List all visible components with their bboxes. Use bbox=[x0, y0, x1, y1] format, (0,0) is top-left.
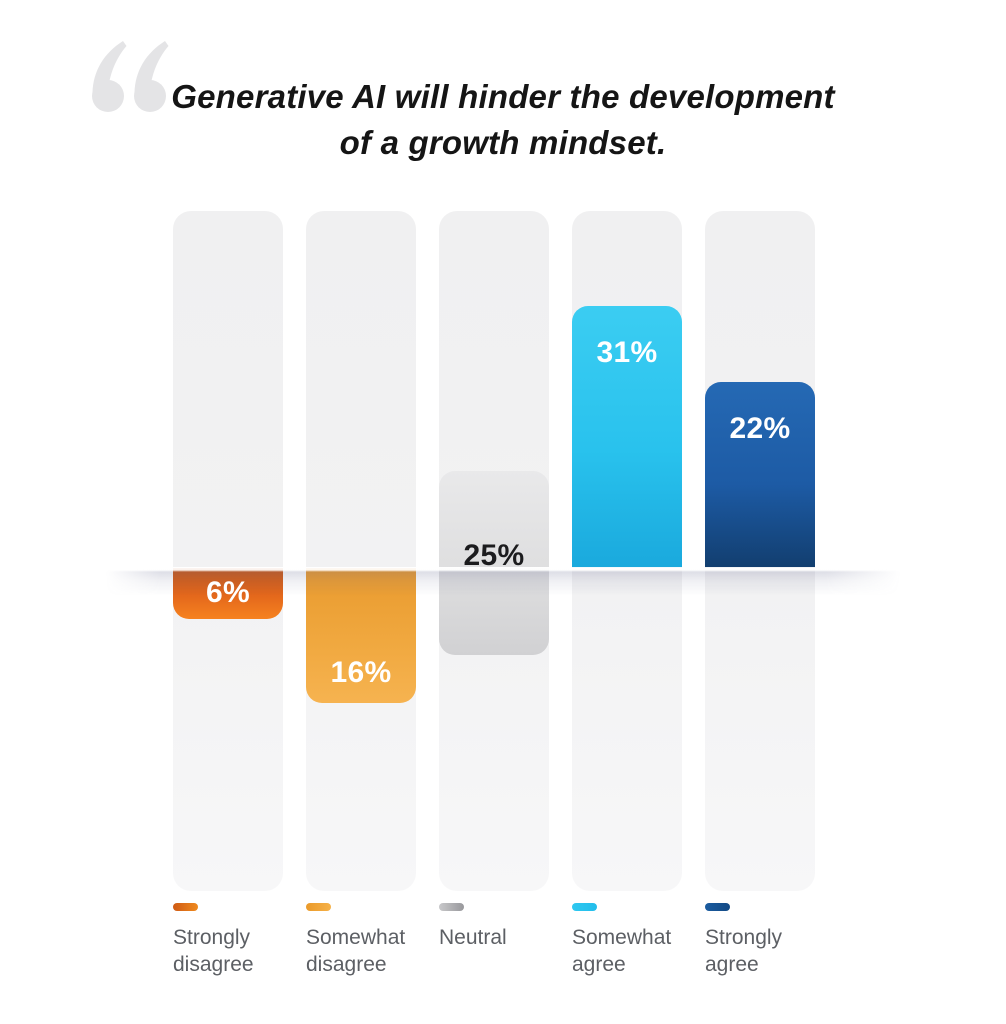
value-label-somewhat-disagree: 16% bbox=[330, 656, 392, 690]
quote-icon bbox=[92, 41, 169, 112]
bar-somewhat-agree bbox=[572, 306, 682, 568]
legend-item-neutral: Neutral bbox=[439, 903, 571, 951]
legend-label-line: Neutral bbox=[439, 926, 507, 949]
legend-label-line: disagree bbox=[173, 953, 254, 976]
bar-strongly-agree bbox=[705, 382, 815, 568]
legend-swatch-strongly-disagree bbox=[173, 903, 198, 911]
legend-swatch-strongly-agree bbox=[705, 903, 730, 911]
bar-neutral bbox=[439, 470, 549, 656]
chart-title-line2: of a growth mindset. bbox=[339, 124, 667, 161]
column-track-strongly-disagree bbox=[173, 211, 283, 891]
legend-item-strongly-agree: Strongly agree bbox=[705, 903, 837, 978]
legend-swatch-neutral bbox=[439, 903, 464, 911]
legend-label: Neutral bbox=[439, 924, 571, 951]
legend-label-line: Somewhat bbox=[572, 926, 672, 949]
legend-item-somewhat-disagree: Somewhat disagree bbox=[306, 903, 438, 978]
legend-label: Somewhat disagree bbox=[306, 924, 438, 978]
chart-title: Generative AI will hinder the developmen… bbox=[0, 74, 1006, 166]
legend-label-line: Strongly bbox=[705, 926, 783, 949]
legend-label: Somewhat agree bbox=[572, 924, 704, 978]
value-label-strongly-agree: 22% bbox=[729, 412, 791, 446]
legend-label: Strongly agree bbox=[705, 924, 837, 978]
value-label-somewhat-agree: 31% bbox=[596, 336, 658, 370]
legend-label-line: Strongly bbox=[173, 926, 251, 949]
legend-label-line: agree bbox=[705, 953, 759, 976]
chart-title-line1: Generative AI will hinder the developmen… bbox=[171, 78, 835, 115]
legend-swatch-somewhat-agree bbox=[572, 903, 597, 911]
value-label-strongly-disagree: 6% bbox=[206, 576, 250, 610]
legend-label-line: Somewhat bbox=[306, 926, 406, 949]
legend-item-strongly-disagree: Strongly disagree bbox=[173, 903, 305, 978]
legend-label: Strongly disagree bbox=[173, 924, 305, 978]
value-label-neutral: 25% bbox=[463, 539, 525, 572]
legend-item-somewhat-agree: Somewhat agree bbox=[572, 903, 704, 978]
legend-label-line: agree bbox=[572, 953, 626, 976]
legend-swatch-somewhat-disagree bbox=[306, 903, 331, 911]
column-track-somewhat-disagree bbox=[306, 211, 416, 891]
legend-label-line: disagree bbox=[306, 953, 387, 976]
